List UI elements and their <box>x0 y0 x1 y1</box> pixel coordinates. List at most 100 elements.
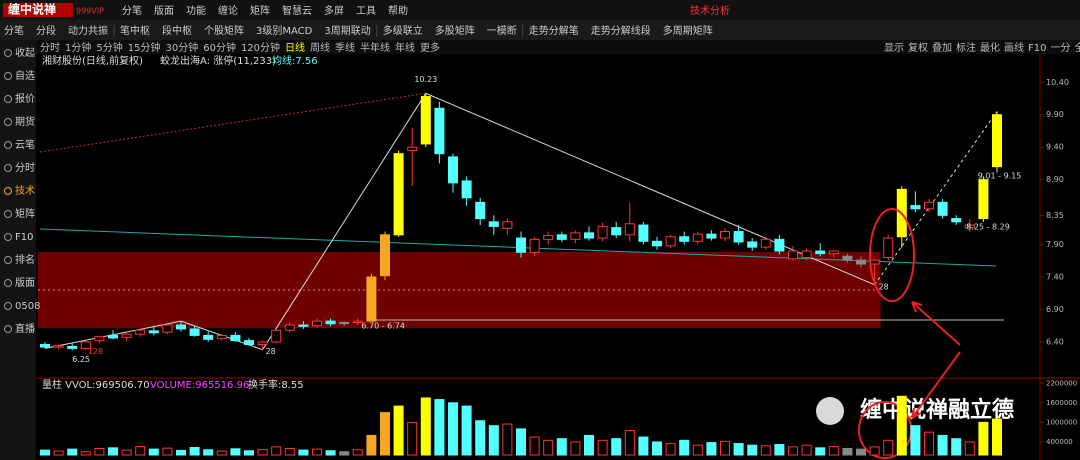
menu-item[interactable]: 功能 <box>186 4 206 17</box>
tool-button[interactable]: 最化 <box>980 41 1000 54</box>
sidebar-item[interactable]: 分时 <box>15 162 35 174</box>
tool-button[interactable]: 显示 <box>884 42 904 54</box>
volume-bar <box>774 444 785 456</box>
menu-item[interactable]: 缠论 <box>218 4 238 17</box>
menu-item[interactable]: 分笔 <box>122 4 142 17</box>
period-tab[interactable]: 季线 <box>335 41 355 54</box>
volume-bar <box>461 405 472 456</box>
candle-body <box>543 234 554 240</box>
candle-body <box>611 227 622 236</box>
sidebar-item[interactable]: 排名 <box>15 253 35 266</box>
tool-button[interactable]: 叠加 <box>932 42 952 54</box>
volume-bar <box>162 447 173 456</box>
toolbar-item[interactable]: 多股矩阵 <box>435 24 475 37</box>
candle-body <box>665 236 676 247</box>
candle-body <box>298 324 309 327</box>
volume-tick-label: 2200000 <box>1046 379 1077 387</box>
sidebar-icon <box>4 164 12 172</box>
sidebar-item[interactable]: 云笔 <box>15 138 35 151</box>
sidebar-icon <box>4 279 12 287</box>
tool-button[interactable]: 全屏 <box>1074 41 1080 54</box>
candle-body <box>121 333 132 338</box>
sidebar-item[interactable]: 矩阵 <box>15 207 35 220</box>
volume-bar <box>910 425 921 456</box>
period-tab[interactable]: 5分钟 <box>96 41 122 54</box>
sidebar-item[interactable]: 版面 <box>15 276 35 289</box>
y-tick-label: 8.35 <box>1046 211 1064 220</box>
menu-item[interactable]: 工具 <box>356 5 376 17</box>
toolbar-item[interactable]: 走势分解线段 <box>591 24 651 37</box>
candle-body <box>325 320 336 325</box>
sidebar-item[interactable]: F10 <box>15 232 33 243</box>
sidebar-item[interactable]: 报价 <box>15 92 35 105</box>
ma-label: 均线:7.56 <box>272 54 318 67</box>
menu-item[interactable]: 智慧云 <box>282 4 312 17</box>
period-tab[interactable]: 120分钟 <box>241 41 280 54</box>
toolbar-item[interactable]: 一模断 <box>487 24 517 37</box>
tool-button[interactable]: 复权 <box>908 41 928 54</box>
toolbar-item[interactable]: 个股矩阵 <box>204 24 244 37</box>
period-tab[interactable]: 更多 <box>420 41 440 54</box>
volume-bar <box>896 395 907 456</box>
logo: 缠中说禅 <box>8 2 56 17</box>
menu-item[interactable]: 多屏 <box>324 4 344 17</box>
toolbar-item[interactable]: 3周期联动 <box>324 25 370 37</box>
toolbar-item[interactable]: 分笔 <box>4 24 24 37</box>
menu-item[interactable]: 版面 <box>154 4 174 17</box>
volume-bar <box>733 443 744 456</box>
candle-body <box>203 334 214 340</box>
volume-bar <box>815 447 826 456</box>
sidebar-item[interactable]: 0508 <box>15 301 40 312</box>
volume-bar <box>53 450 64 456</box>
period-tab[interactable]: 60分钟 <box>203 41 236 54</box>
chart-title: 湘财股份(日线,前复权) <box>42 54 143 67</box>
volume-bar <box>978 421 989 456</box>
sidebar-item[interactable]: 技术 <box>15 184 35 197</box>
candle-body <box>176 324 186 330</box>
candle-body <box>516 237 526 253</box>
candle-body <box>135 329 146 335</box>
y-tick-label: 6.40 <box>1046 337 1064 346</box>
toolbar-item[interactable]: 段中枢 <box>162 24 192 37</box>
menu-item[interactable]: 矩阵 <box>250 4 270 17</box>
toolbar-item[interactable]: 走势分解笔 <box>529 24 579 37</box>
menu-item[interactable]: 帮助 <box>388 4 408 17</box>
tool-button[interactable]: F10 <box>1028 43 1046 54</box>
period-tab[interactable]: 日线 <box>285 41 305 54</box>
period-tab[interactable]: 1分钟 <box>65 41 91 54</box>
volume-bar <box>176 449 186 456</box>
y-tick-label: 9.90 <box>1046 110 1064 119</box>
candle-body <box>747 241 758 248</box>
candle-body <box>992 114 1002 168</box>
sidebar-icon <box>4 256 12 264</box>
toolbar-item[interactable]: 分段 <box>36 24 56 37</box>
tool-button[interactable]: 标注 <box>956 41 976 54</box>
period-tab[interactable]: 半年线 <box>360 41 390 54</box>
toolbar-item[interactable]: 多级联立 <box>383 24 423 37</box>
y-tick-label: 9.40 <box>1046 143 1064 152</box>
volume-bar <box>448 402 458 456</box>
toolbar-item[interactable]: 3级别MACD <box>256 25 313 37</box>
sidebar-item[interactable]: 收起 <box>15 46 35 59</box>
period-tab[interactable]: 15分钟 <box>128 41 161 54</box>
tool-button[interactable]: 画线 <box>1004 41 1024 54</box>
sidebar-item[interactable]: 直播 <box>15 322 35 335</box>
sidebar-item[interactable]: 期货 <box>15 115 35 128</box>
annotation: 10.23 <box>414 75 437 84</box>
volume-bar <box>502 423 513 456</box>
toolbar-item[interactable]: 笔中枢 <box>120 24 150 37</box>
sidebar-item[interactable]: 自选 <box>15 69 35 82</box>
trend-dotted <box>39 92 426 153</box>
period-tab[interactable]: 30分钟 <box>165 41 198 54</box>
period-tab[interactable]: 周线 <box>310 41 330 54</box>
candle-body <box>679 236 690 242</box>
toolbar-item[interactable]: 动力共振 <box>68 24 108 37</box>
candle-body <box>570 232 581 240</box>
volume-bar <box>312 448 322 456</box>
toolbar-item[interactable]: 多周期矩阵 <box>663 24 713 37</box>
period-tab[interactable]: 分时 <box>40 42 60 54</box>
tool-button[interactable]: 一分 <box>1050 42 1070 54</box>
period-tab[interactable]: 年线 <box>395 41 415 54</box>
indicator-label: 蛟龙出海A: 涨停(11,233) <box>160 54 276 67</box>
candle-body <box>162 324 173 333</box>
